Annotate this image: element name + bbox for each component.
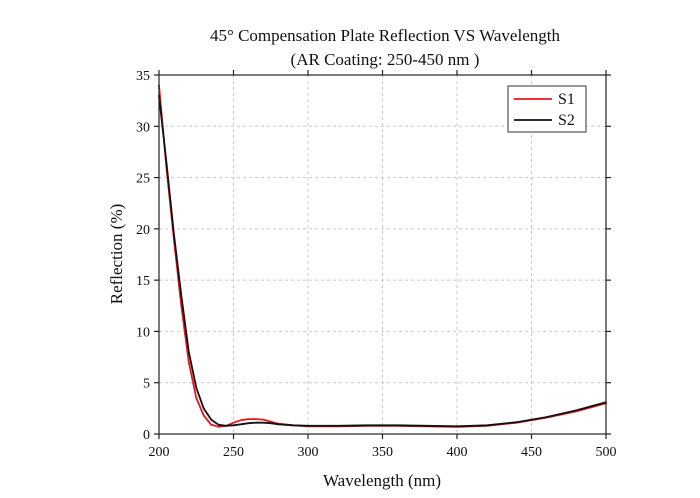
y-tick-label: 0 — [143, 428, 150, 443]
legend-label-s1: S1 — [558, 91, 575, 108]
y-tick-label: 20 — [136, 223, 150, 238]
y-tick-label: 30 — [136, 120, 150, 135]
y-tick-label: 10 — [136, 325, 150, 340]
y-tick-label: 5 — [143, 377, 150, 392]
series-line-s2 — [158, 94, 607, 428]
y-tick-label: 25 — [136, 172, 150, 187]
y-axis-label: Reflection (%) — [107, 204, 126, 305]
series-lines — [158, 84, 607, 428]
x-tick-label: 300 — [298, 445, 319, 460]
y-tick-label: 15 — [136, 274, 150, 289]
x-axis-label: Wavelength (nm) — [323, 471, 441, 490]
legend-box — [507, 85, 587, 133]
grid — [159, 75, 606, 434]
x-tick-label: 250 — [223, 445, 244, 460]
y-tick-label: 35 — [136, 69, 150, 84]
chart-title: 45° Compensation Plate Reflection VS Wav… — [210, 26, 560, 45]
x-tick-label: 450 — [521, 445, 542, 460]
axis-ticks: 200 250 300 350 400 450 500 0 5 10 15 20 25 30 35 — [136, 69, 617, 460]
x-tick-label: 500 — [596, 445, 617, 460]
x-tick-label: 200 — [149, 445, 170, 460]
chart-subtitle: (AR Coating: 250-450 nm ) — [291, 50, 480, 69]
x-tick-label: 400 — [447, 445, 468, 460]
x-tick-label: 350 — [372, 445, 393, 460]
legend-label-s2: S2 — [558, 112, 575, 129]
